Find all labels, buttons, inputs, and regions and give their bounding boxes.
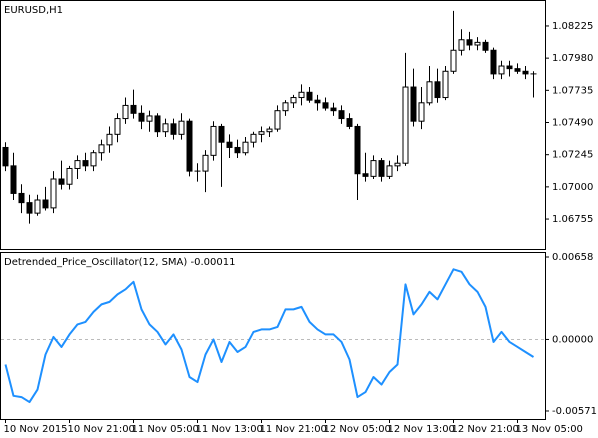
candle-body <box>386 165 393 177</box>
candle-body <box>42 199 49 209</box>
candle-body <box>258 131 265 135</box>
x-tick-label: 11 Nov 05:00 <box>132 424 199 435</box>
candle-body <box>34 199 41 214</box>
candle-body <box>154 115 161 133</box>
indicator-title: Detrended_Price_Oscillator(12, SMA) -0.0… <box>4 257 235 268</box>
candle-body <box>178 120 185 135</box>
x-tick-label: 11 Nov 13:00 <box>196 424 263 435</box>
candle-body <box>354 125 361 175</box>
candle-body <box>394 162 401 167</box>
candle-body <box>370 160 377 177</box>
candle-body <box>18 192 25 204</box>
candle-body <box>162 123 169 133</box>
candle-body <box>234 146 241 154</box>
candle-body <box>306 91 313 101</box>
candle-body <box>514 68 521 72</box>
y-tick-label: 1.07735 <box>552 85 593 96</box>
y-tick-label: 1.07490 <box>552 118 593 129</box>
candle-body <box>450 49 457 72</box>
candle-body <box>298 91 305 99</box>
candle-body <box>122 104 129 120</box>
y-tick-label: -0.00571 <box>552 406 597 417</box>
candle-body <box>10 165 17 194</box>
candle-body <box>338 110 345 120</box>
candle-body <box>402 86 409 164</box>
candle-body <box>90 152 97 167</box>
candle-body <box>146 115 153 122</box>
y-tick-label: 1.08225 <box>552 21 593 32</box>
y-tick-label: 1.06755 <box>552 214 593 225</box>
candle-body <box>458 39 465 51</box>
candle-body <box>362 173 369 177</box>
candle-body <box>130 104 137 114</box>
candle-body <box>266 128 273 133</box>
candle-body <box>106 133 113 146</box>
candle-body <box>218 125 225 143</box>
candle-body <box>82 160 89 167</box>
candle-body <box>474 41 481 46</box>
candle-body <box>58 178 65 185</box>
candle-body <box>98 144 105 154</box>
oscillator-panel <box>0 252 546 420</box>
x-tick-label: 12 Nov 05:00 <box>324 424 391 435</box>
candle-body <box>202 154 209 172</box>
candle-body <box>50 178 57 209</box>
candle-body <box>282 102 289 112</box>
x-tick-label: 13 Nov 05:00 <box>516 424 583 435</box>
x-tick-label: 11 Nov 21:00 <box>260 424 327 435</box>
candle-body <box>490 49 497 75</box>
oscillator-line <box>4 268 535 404</box>
candle-body <box>66 167 73 185</box>
candle-body <box>2 146 9 167</box>
candle-body <box>410 86 417 122</box>
candle-body <box>506 65 513 70</box>
candle-body <box>314 99 321 104</box>
x-tick-label: 10 Nov 21:00 <box>68 424 135 435</box>
y-tick-label: 1.07000 <box>552 182 593 193</box>
y-tick-label: 1.07245 <box>552 150 593 161</box>
candle-body <box>242 141 249 154</box>
candle-body <box>138 112 145 122</box>
chart-title: EURUSD,H1 <box>4 5 63 16</box>
y-tick-label: 0.00658 <box>552 252 593 263</box>
candle-body <box>466 39 473 46</box>
candle-body <box>498 65 505 75</box>
x-tick-label: 12 Nov 13:00 <box>388 424 455 435</box>
candle-body <box>322 102 329 109</box>
candle-body <box>274 110 281 130</box>
candle-body <box>226 141 233 148</box>
y-tick-label: 0.00000 <box>552 334 593 345</box>
y-tick-label: 1.07980 <box>552 53 593 64</box>
x-tick-label: 10 Nov 2015 <box>4 424 68 435</box>
candle-body <box>378 160 385 177</box>
candle-body <box>186 120 193 172</box>
candle-body <box>114 118 121 135</box>
candle-body <box>74 160 81 169</box>
candle-body <box>330 107 337 112</box>
candle-body <box>250 133 257 143</box>
price-panel <box>0 0 546 250</box>
candle-body <box>26 202 33 214</box>
candle-body <box>210 125 217 156</box>
candle-body <box>522 70 529 75</box>
candle-body <box>290 97 297 104</box>
candle-body <box>434 81 441 99</box>
x-tick-label: 12 Nov 21:00 <box>452 424 519 435</box>
candle-body <box>346 118 353 127</box>
candle-body <box>170 123 177 135</box>
candle-body <box>418 102 425 122</box>
candle-body <box>482 41 489 51</box>
candle-body <box>426 81 433 104</box>
candle-body <box>442 70 449 99</box>
